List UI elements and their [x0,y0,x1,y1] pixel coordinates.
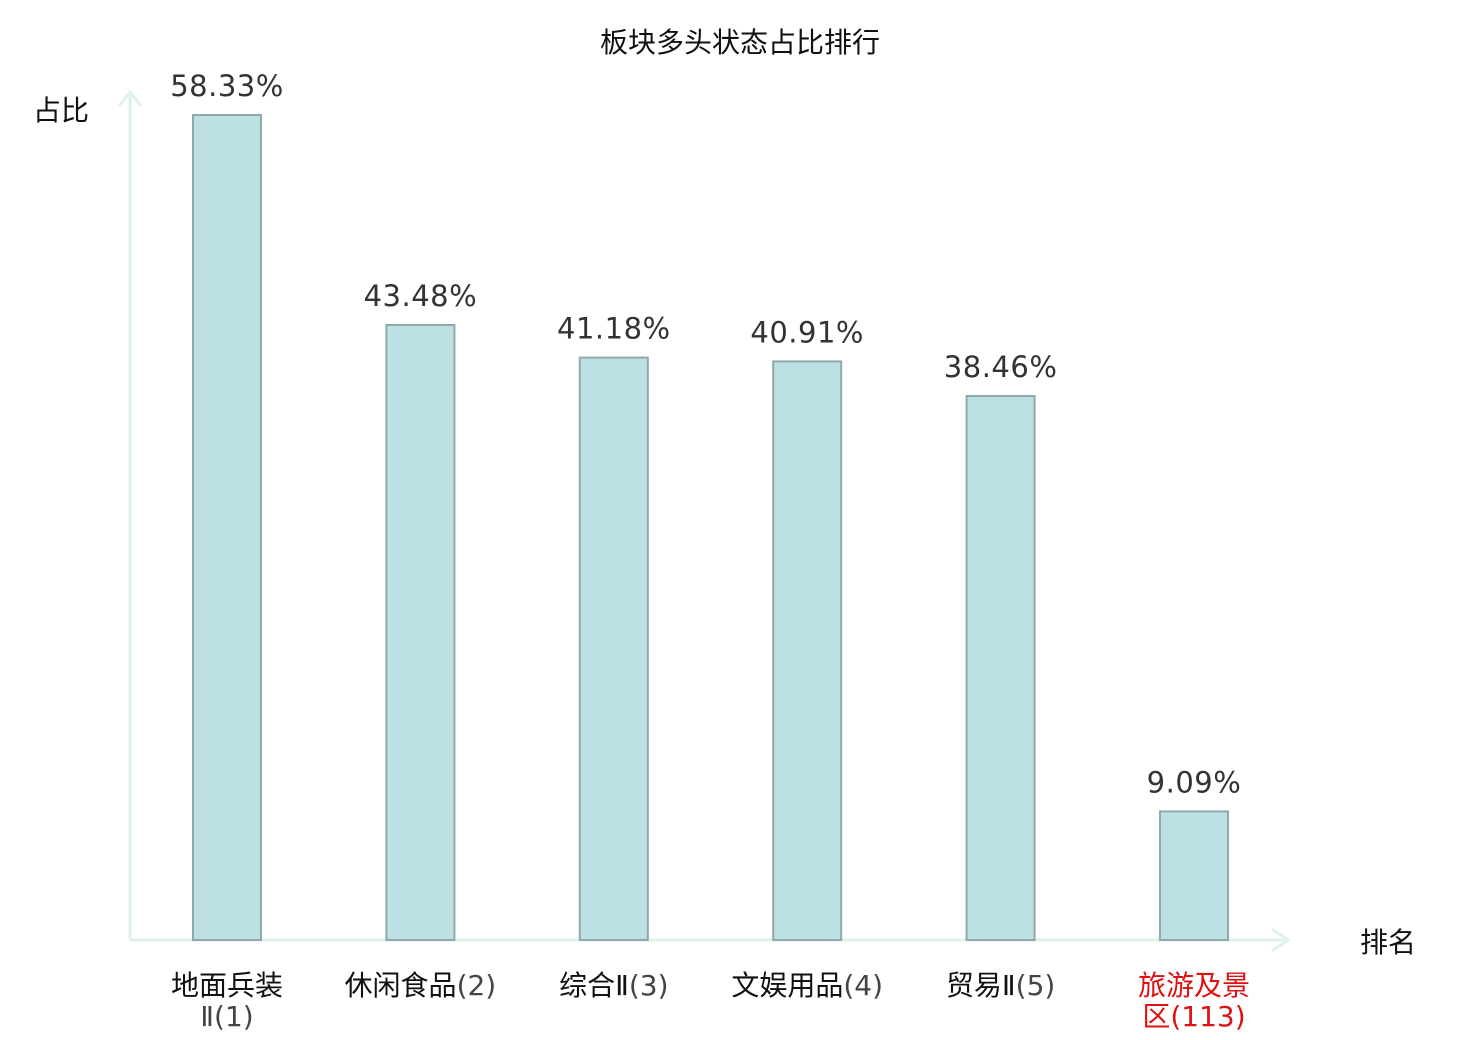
x-axis-arrow-icon [1271,927,1291,953]
value-label-6: 9.09% [1147,765,1242,799]
category-label-4: 文娱用品(4) [731,969,883,1002]
y-axis-arrow-icon [117,89,143,107]
chart-title: 板块多头状态占比排行 [600,26,880,59]
bar-3 [578,356,649,942]
value-label-3: 41.18% [557,312,671,346]
bar-4 [772,360,843,941]
category-label-1: 地面兵装 Ⅱ(1) [171,969,283,1033]
y-axis-label: 占比 [33,94,89,127]
category-label-3: 综合Ⅱ(3) [559,969,668,1002]
value-label-4: 40.91% [750,315,864,349]
bar-5 [965,395,1036,941]
category-label-5: 贸易Ⅱ(5) [946,969,1055,1002]
value-labels: 58.33% 43.48% 41.18% 40.91% 38.46% 9.09% [170,69,1241,799]
bar-6 [1159,810,1229,942]
bar-1 [192,114,262,941]
category-labels: 地面兵装 Ⅱ(1) 休闲食品(2) 综合Ⅱ(3) 文娱用品(4) 贸易Ⅱ(5) 旅游及景区(… [171,969,1250,1033]
bar-series [192,114,1229,942]
bar-2 [385,324,456,941]
x-axis-label: 排名 [1360,926,1416,959]
value-label-5: 38.46% [944,350,1058,384]
value-label-1: 58.33% [170,69,284,103]
category-label-6: 旅游及景区(113) [1138,969,1250,1033]
category-label-2: 休闲食品(2) [345,969,497,1002]
value-label-2: 43.48% [364,279,478,313]
